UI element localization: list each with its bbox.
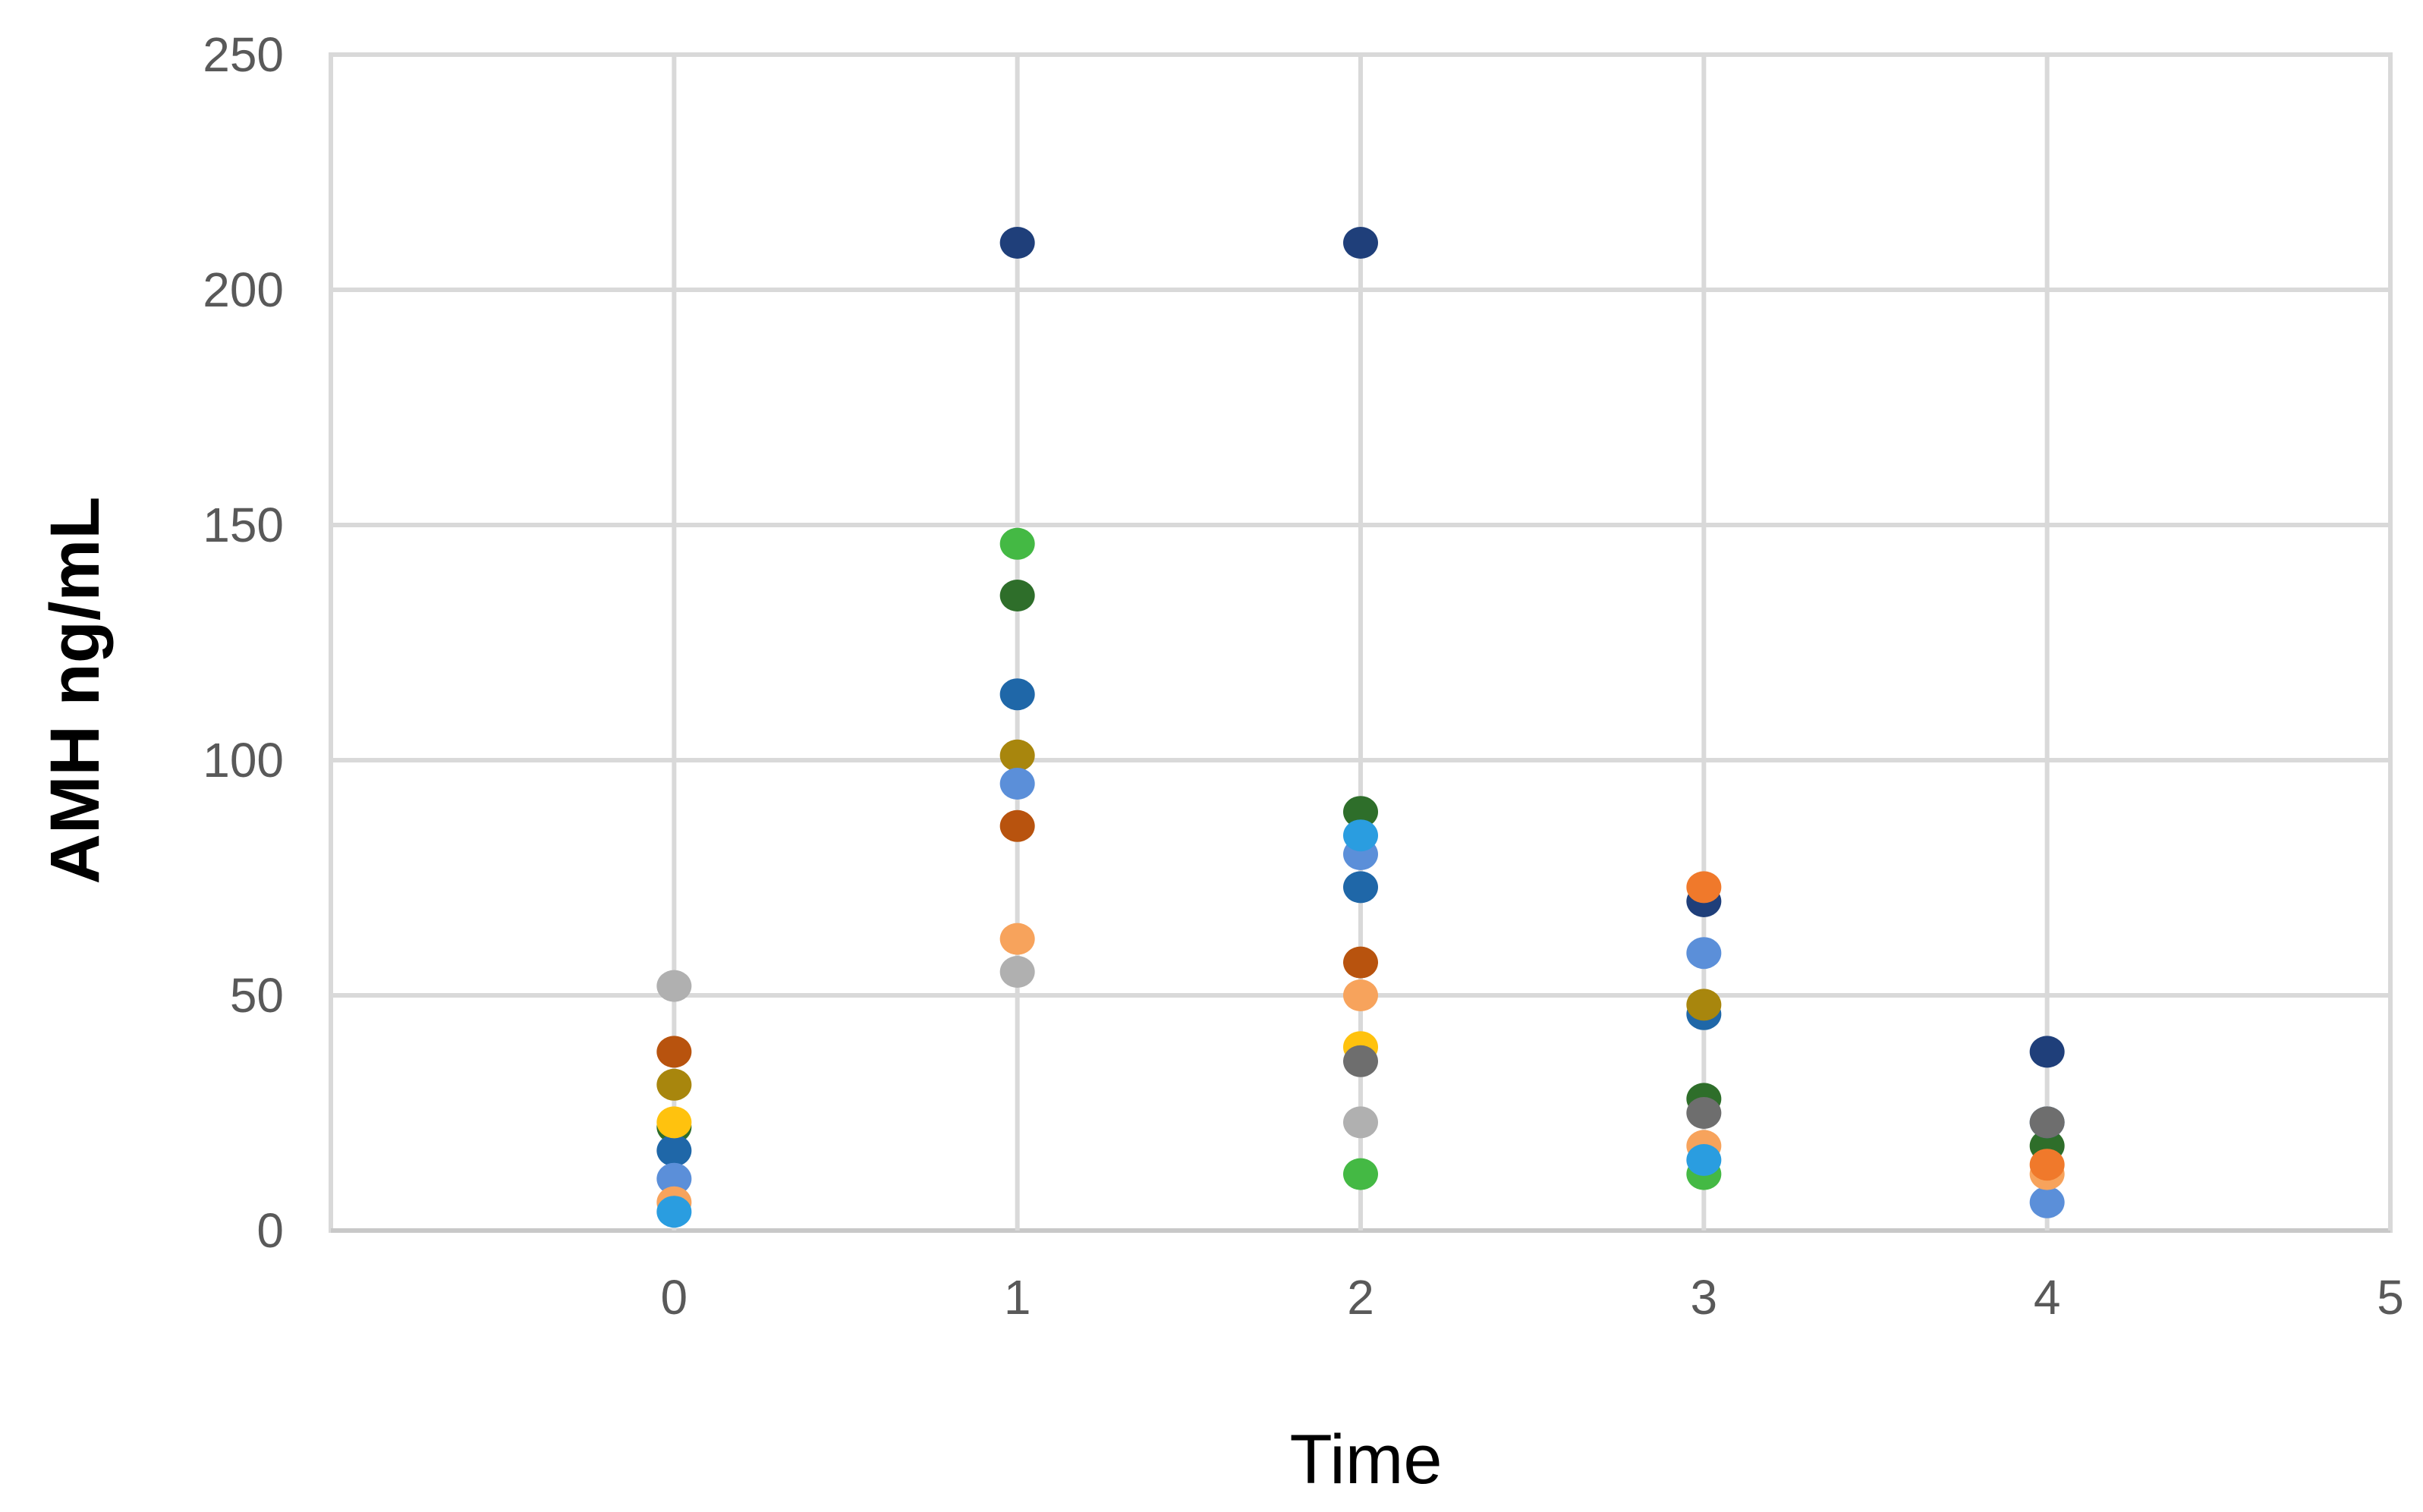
y-tick-label: 100: [203, 733, 284, 787]
tick-label-layer: 0 50 100 150 200 250 0 1 2 3 4 5: [203, 27, 2404, 1325]
data-point: [1343, 819, 1378, 852]
data-point: [2029, 1036, 2065, 1068]
y-tick-label: 200: [203, 262, 284, 317]
data-point: [999, 739, 1035, 772]
data-point: [999, 923, 1035, 955]
data-point: [999, 580, 1035, 611]
data-point: [656, 1196, 692, 1228]
data-point: [999, 678, 1035, 711]
data-point: [656, 1106, 692, 1139]
data-point: [999, 227, 1035, 259]
x-tick-label: 2: [1347, 1270, 1374, 1325]
y-axis-title: AMH ng/mL: [36, 496, 114, 884]
y-tick-label: 0: [256, 1203, 284, 1258]
data-point: [999, 768, 1035, 800]
data-point: [1343, 946, 1378, 979]
x-tick-label: 0: [661, 1270, 688, 1325]
data-point: [1686, 937, 1722, 970]
data-point: [999, 809, 1035, 842]
data-point: [1343, 227, 1378, 259]
data-point: [656, 1068, 692, 1101]
data-point-layer: [656, 227, 2065, 1228]
data-point: [999, 527, 1035, 560]
x-tick-label: 1: [1004, 1270, 1031, 1325]
y-tick-label: 250: [203, 27, 284, 82]
data-point: [1686, 1097, 1722, 1129]
data-point: [2029, 1106, 2065, 1139]
data-point: [1343, 1045, 1378, 1077]
x-tick-label: 4: [2034, 1270, 2061, 1325]
data-point: [1343, 796, 1378, 828]
data-point: [1686, 1144, 1722, 1176]
x-tick-label: 5: [2377, 1270, 2404, 1325]
x-tick-label: 3: [1691, 1270, 1718, 1325]
x-axis-title: Time: [1289, 1421, 1442, 1498]
data-point: [1343, 871, 1378, 904]
y-tick-label: 50: [230, 968, 284, 1023]
data-point: [1343, 1158, 1378, 1190]
data-point: [2029, 1149, 2065, 1181]
y-tick-label: 150: [203, 498, 284, 552]
data-point: [656, 1036, 692, 1068]
data-point: [656, 1162, 692, 1195]
data-point: [999, 956, 1035, 988]
data-point: [1343, 979, 1378, 1011]
data-point: [656, 1134, 692, 1167]
data-point: [1343, 1106, 1378, 1139]
data-point: [2029, 1186, 2065, 1218]
data-point: [1686, 871, 1722, 904]
data-point: [656, 970, 692, 1002]
data-point: [1686, 989, 1722, 1021]
